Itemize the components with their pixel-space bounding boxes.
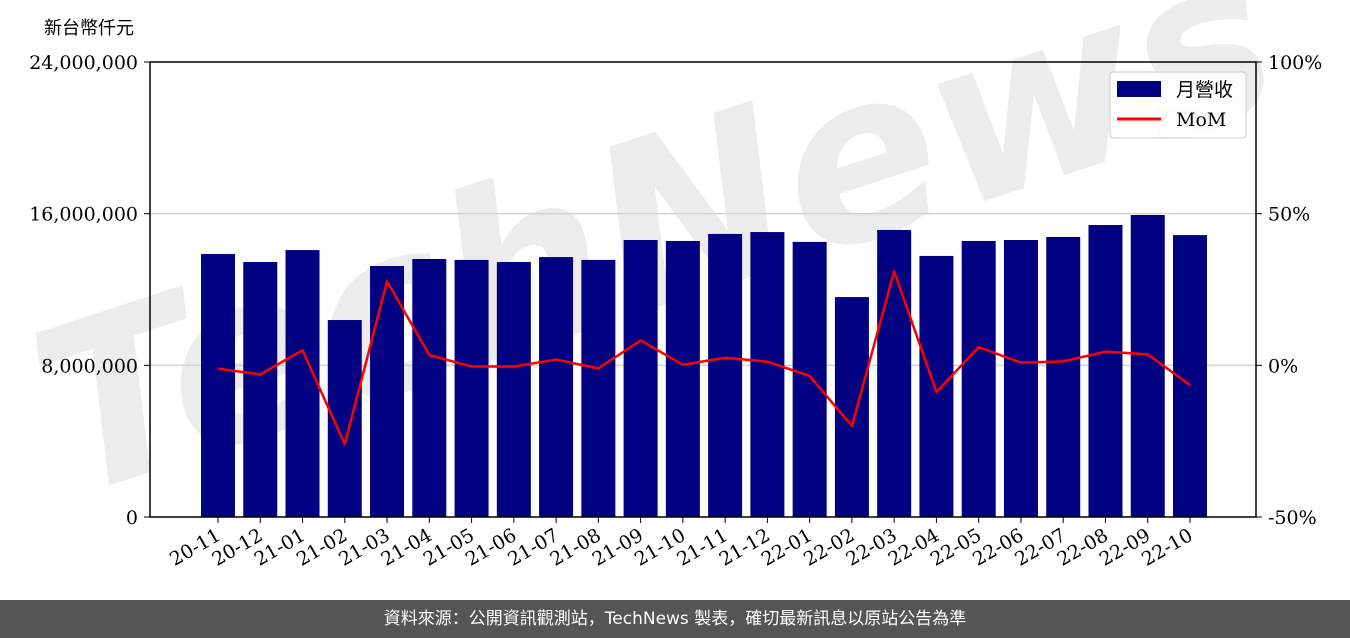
y-tick-label: 0	[126, 507, 138, 529]
bar-21-04	[412, 258, 447, 517]
revenue-chart: TechNews08,000,00016,000,00024,000,000-5…	[5, 0, 1322, 571]
source-footer: 資料來源：公開資訊觀測站，TechNews 製表，確切最新訊息以原站公告為準	[0, 600, 1350, 638]
legend-label-mom: MoM	[1176, 109, 1226, 131]
y-axis-unit-label: 新台幣仟元	[44, 18, 134, 39]
y2-tick-label: 100%	[1268, 52, 1322, 74]
bar-22-03	[877, 229, 912, 518]
y-tick-label: 16,000,000	[29, 204, 138, 226]
bar-21-01	[285, 250, 320, 518]
y-tick-label: 8,000,000	[41, 355, 138, 377]
bar-21-05	[454, 259, 489, 517]
bar-22-02	[834, 297, 869, 517]
bar-22-09	[1130, 214, 1165, 517]
plot-frame	[149, 61, 1257, 518]
bar-22-05	[961, 240, 996, 517]
bar-20-12	[243, 262, 278, 517]
legend: 月營收 MoM	[1109, 71, 1247, 139]
bar-21-10	[665, 240, 700, 517]
bar-22-07	[1046, 236, 1081, 517]
bar-21-07	[539, 257, 574, 517]
bar-21-08	[581, 259, 616, 517]
bar-21-09	[623, 240, 658, 518]
bar-21-11	[708, 233, 743, 517]
bar-21-03	[370, 265, 405, 517]
bar-21-06	[496, 262, 531, 517]
bar-22-08	[1088, 225, 1123, 517]
bar-22-01	[792, 241, 827, 517]
y-tick-label: 24,000,000	[29, 52, 138, 74]
y2-tick-label: 50%	[1268, 204, 1310, 226]
legend-label-revenue: 月營收	[1176, 79, 1233, 101]
legend-swatch-revenue	[1117, 81, 1161, 97]
bar-20-11	[201, 254, 235, 517]
y2-tick-label: 0%	[1268, 355, 1298, 377]
bar-21-12	[750, 232, 785, 517]
bar-22-06	[1003, 240, 1038, 518]
y2-tick-label: -50%	[1268, 507, 1317, 529]
mom-line	[217, 270, 1191, 446]
bar-22-04	[919, 255, 954, 517]
